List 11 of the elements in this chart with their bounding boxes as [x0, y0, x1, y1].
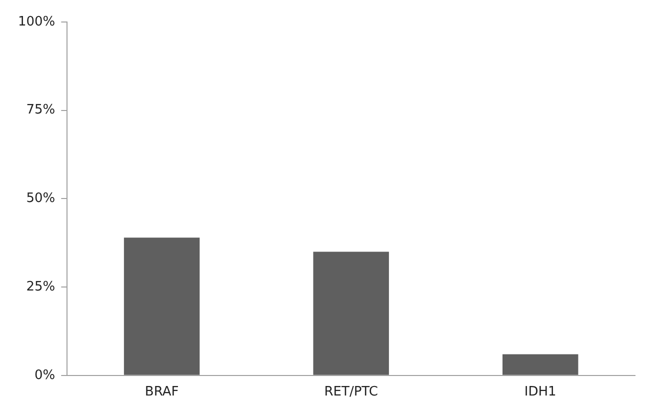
bar: [124, 238, 200, 375]
y-tick-label: 75%: [26, 102, 56, 118]
y-tick-label: 25%: [26, 279, 56, 294]
x-tick-label: IDH1: [524, 384, 556, 400]
y-tick-label: 50%: [26, 191, 56, 206]
bar: [313, 252, 389, 375]
y-tick-label: 100%: [18, 14, 56, 30]
x-tick-label: BRAF: [144, 384, 179, 400]
bar: [502, 354, 578, 375]
x-tick-label: RET/PTC: [324, 384, 378, 400]
y-tick-label: 0%: [34, 368, 56, 383]
